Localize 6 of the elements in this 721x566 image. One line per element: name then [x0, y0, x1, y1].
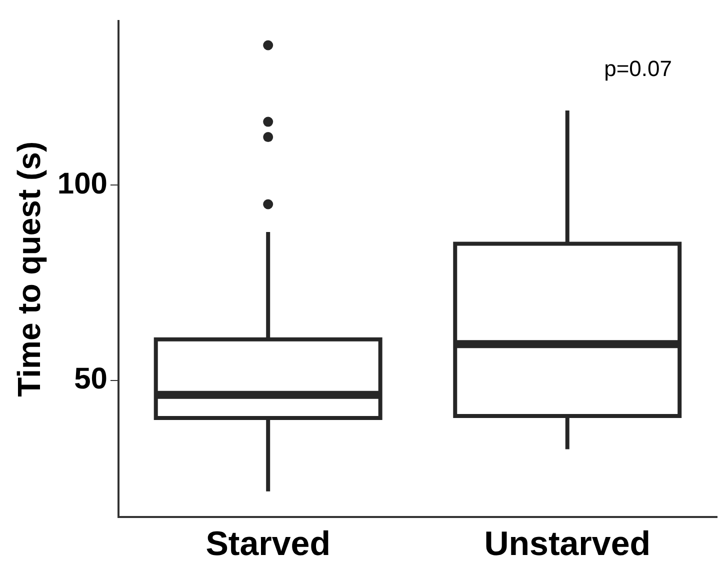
y-tick-label: 50	[74, 362, 108, 396]
x-tick-label: Unstarved	[484, 524, 651, 563]
x-tick-label: Starved	[206, 524, 330, 563]
annotation: p=0.07	[604, 56, 672, 82]
y-axis-title: Time to quest (s)	[11, 141, 48, 397]
y-tick-label: 100	[57, 167, 108, 200]
